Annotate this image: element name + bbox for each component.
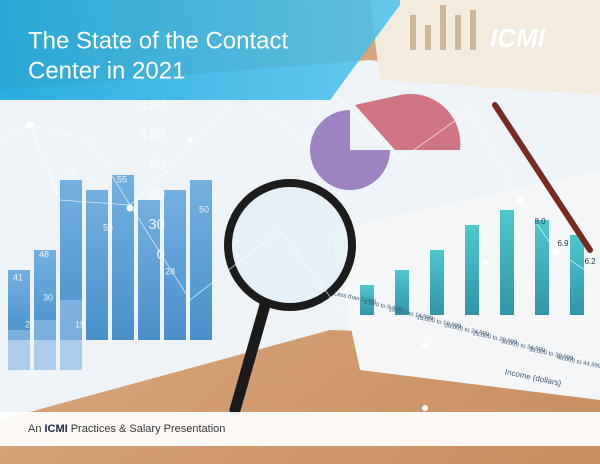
photo-bar-labels: 60 72 55 53 41 48 30 21 15 28 50: [13, 166, 209, 329]
photo-right-label: 6.2: [584, 257, 596, 266]
photo-bar-label: 28: [165, 266, 175, 276]
photo-axis: 150 120 90 60 30 0: [140, 96, 165, 263]
photo-bar-label: 55: [117, 174, 127, 184]
footer-bar: [0, 412, 600, 446]
title-banner: [0, 0, 400, 100]
logo: ICMI: [490, 23, 546, 53]
title-line: Center in 2021: [28, 57, 185, 84]
photo-right-label: 8.0: [534, 217, 546, 226]
photo-axis-label: 90: [148, 156, 165, 173]
photo-bar-label: 21: [25, 319, 35, 329]
photo-bar-label: 30: [43, 292, 53, 302]
footer-text: An ICMI Practices & Salary Presentation: [28, 423, 225, 435]
footer-rest: Practices & Salary Presentation: [71, 423, 226, 435]
photo-axis-label: 150: [140, 96, 165, 113]
photo-bar-label: 72: [91, 179, 101, 189]
photo-axis-label: 60: [148, 186, 165, 203]
photo-bar-label: 53: [103, 222, 113, 232]
footer-prefix: An: [28, 423, 41, 435]
photo-bar-label: 41: [13, 272, 23, 282]
photo-bar-label: 15: [75, 319, 85, 329]
photo-axis-label: 30: [148, 216, 165, 233]
photo-bar-label: 60: [65, 166, 75, 176]
footer-brand: ICMI: [44, 423, 67, 435]
photo-bar-label: 50: [199, 204, 209, 214]
photo-right-labels: 8.0 6.9 6.2: [534, 217, 596, 266]
photo-bar-label: 48: [39, 249, 49, 259]
title-line: The State of the Contact: [28, 27, 288, 54]
photo-axis-label: 120: [140, 126, 165, 143]
photo-right-label: 6.9: [557, 239, 569, 248]
photo-axis-label: 0: [157, 246, 165, 263]
